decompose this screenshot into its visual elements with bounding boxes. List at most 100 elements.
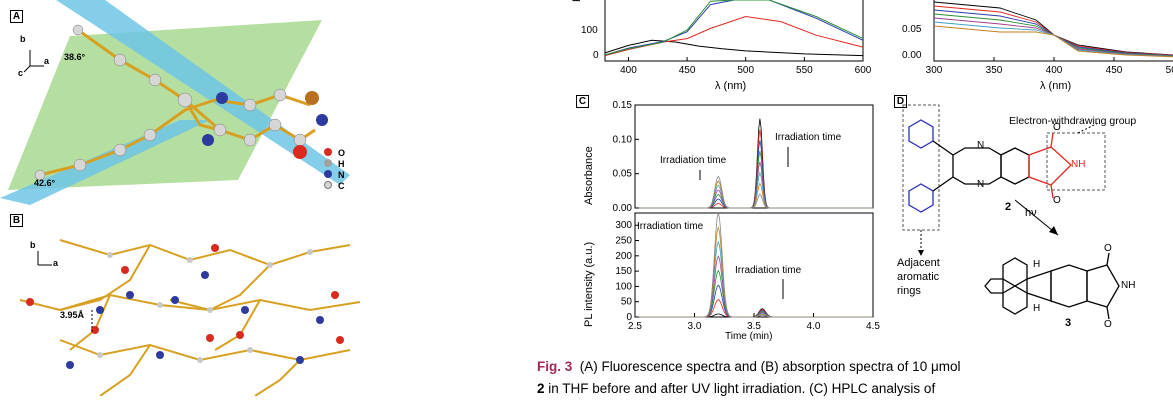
- panel-b-packing: [19, 239, 361, 396]
- h-atom-label: H: [1033, 259, 1041, 270]
- compound-2-label: 2: [1005, 201, 1012, 213]
- panel-b-axis-indicator: [37, 251, 52, 266]
- reaction-scheme: [902, 104, 1120, 320]
- oxygen-swatch: [324, 148, 332, 156]
- pl-series-line: [604, 39, 864, 57]
- o-atom-label: O: [1104, 243, 1112, 254]
- caption-figure-number: Fig. 3: [537, 359, 573, 374]
- y-tick-label: 0.00: [902, 50, 922, 61]
- x-tick-label: 500: [737, 65, 754, 76]
- caption-compound: 2: [537, 381, 545, 396]
- upper-y-tick-label: 0.05: [613, 169, 633, 180]
- x-tick-label: 500: [1166, 65, 1173, 76]
- legend-label: O: [338, 148, 346, 158]
- caption-text: in THF before and after UV light irradia…: [548, 381, 936, 396]
- angle-left-label: 42.6°: [34, 178, 56, 188]
- carbon-swatch: [324, 181, 332, 189]
- adjacent-rings-box: [902, 104, 940, 231]
- green-plane: [8, 20, 322, 190]
- lower-y-tick-label: 0: [626, 312, 632, 323]
- imide-ring: [1028, 132, 1072, 199]
- lower-series-line: [635, 284, 873, 318]
- x-axis-label: λ (nm): [1040, 80, 1072, 92]
- distance-label: 3.95Å: [60, 310, 85, 320]
- x-axis-label: λ (nm): [715, 80, 747, 92]
- upper-annotation-left: Irradiation time: [660, 155, 727, 166]
- x-axis-label: Time (min): [725, 331, 773, 342]
- legend-row: N: [324, 170, 345, 181]
- upper-plot-frame: [634, 104, 874, 209]
- upper-y-tick-label: 0.10: [613, 134, 633, 145]
- compound-3-label: 3: [1065, 317, 1072, 329]
- phenyl-rings: [908, 119, 934, 213]
- n-atom-label: N: [977, 179, 985, 190]
- pl-series-line: [604, 0, 864, 56]
- x-tick-label: 450: [679, 65, 696, 76]
- adjacent-label-2: aromatic: [897, 271, 940, 283]
- axis-b-label: b: [30, 240, 36, 250]
- axis-c-label: c: [18, 68, 24, 78]
- lower-y-tick-label: 300: [615, 220, 632, 231]
- x-tick-label: 300: [926, 65, 943, 76]
- pl-spectra-plot: 400 450 500 550 600: [604, 0, 872, 76]
- upper-annotation-right: Irradiation time: [775, 132, 842, 143]
- upper-series-line: [635, 140, 873, 209]
- panel-a-axis-indicator: [23, 50, 44, 73]
- x-tick-label: 3.5: [747, 321, 761, 332]
- x-tick-label: 600: [855, 65, 872, 76]
- ewg-label: Electron-withdrawing group: [1009, 115, 1137, 127]
- nitrogen-swatch: [324, 170, 332, 178]
- upper-series-line: [635, 175, 873, 209]
- panel-d: D Electron-withdraw: [893, 95, 1173, 345]
- axis-a-label: a: [44, 56, 50, 66]
- caption-line-1: Fig. 3 (A) Fluorescence spectra and (B) …: [537, 356, 1173, 378]
- axis-b-label: b: [20, 34, 26, 44]
- o-atom-label: O: [1053, 195, 1061, 206]
- lower-series-line: [635, 269, 873, 318]
- chart-absorption: 300 350 400 450 500 0.05 0.00 λ (nm): [890, 0, 1173, 98]
- nh-atom-label: NH: [1071, 159, 1086, 170]
- absorption-plot: 300 350 400 450 500: [926, 0, 1173, 76]
- panel-b: B: [0, 210, 375, 396]
- element-legend: O H N C: [324, 148, 345, 192]
- blue-plane-left: [0, 120, 210, 205]
- legend-label: N: [338, 170, 345, 180]
- rings-pointer-head: [918, 250, 924, 256]
- upper-y-tick-label: 0.15: [613, 100, 633, 111]
- lower-y-tick-label: 50: [621, 297, 633, 308]
- adjacent-label-1: Adjacent: [897, 257, 940, 269]
- panel-a: A: [0, 0, 375, 205]
- panel-a-structure: [0, 0, 350, 205]
- figure-caption: Fig. 3 (A) Fluorescence spectra and (B) …: [537, 356, 1173, 400]
- chart-pl-spectra: 400 450 500 550 600 PL 100 0 λ (nm): [571, 0, 875, 98]
- x-tick-label: 350: [986, 65, 1003, 76]
- n-atom-label: N: [977, 140, 985, 151]
- x-tick-label: 2.5: [628, 321, 642, 332]
- lower-annotation-right: Irradiation time: [735, 265, 802, 276]
- legend-row: O: [324, 148, 345, 159]
- x-tick-label: 400: [620, 65, 637, 76]
- nh-atom-label: NH: [1121, 280, 1136, 291]
- panel-c-label: C: [576, 95, 589, 108]
- x-tick-label: 4.0: [807, 321, 821, 332]
- lower-series-line: [635, 240, 873, 318]
- y-axis-label: PL: [571, 0, 583, 2]
- plot-frame: [604, 0, 864, 62]
- axis-a-label: a: [53, 258, 59, 268]
- blue-plane-right: [56, 0, 350, 185]
- y-tick-label: 100: [581, 25, 598, 36]
- lower-y-axis-label: PL intensity (a.u.): [583, 241, 595, 327]
- product-3: [984, 252, 1120, 320]
- o-atom-label: O: [1104, 319, 1112, 330]
- reaction-arrow: [1014, 199, 1059, 236]
- y-tick-label: 0: [593, 50, 599, 61]
- legend-label: C: [338, 181, 345, 191]
- y-tick-label: 0.05: [902, 24, 922, 35]
- ewg-box: [1046, 132, 1106, 191]
- lower-y-tick-label: 100: [615, 281, 632, 292]
- hydrogen-swatch: [324, 159, 332, 167]
- panel-c: C 0.00 0.05 0.10 0.15 0 50 100 150 200 250 300 2.5 3…: [575, 95, 885, 343]
- x-tick-label: 450: [1106, 65, 1123, 76]
- angle-top-label: 38.6°: [64, 52, 86, 62]
- x-tick-label: 550: [796, 65, 813, 76]
